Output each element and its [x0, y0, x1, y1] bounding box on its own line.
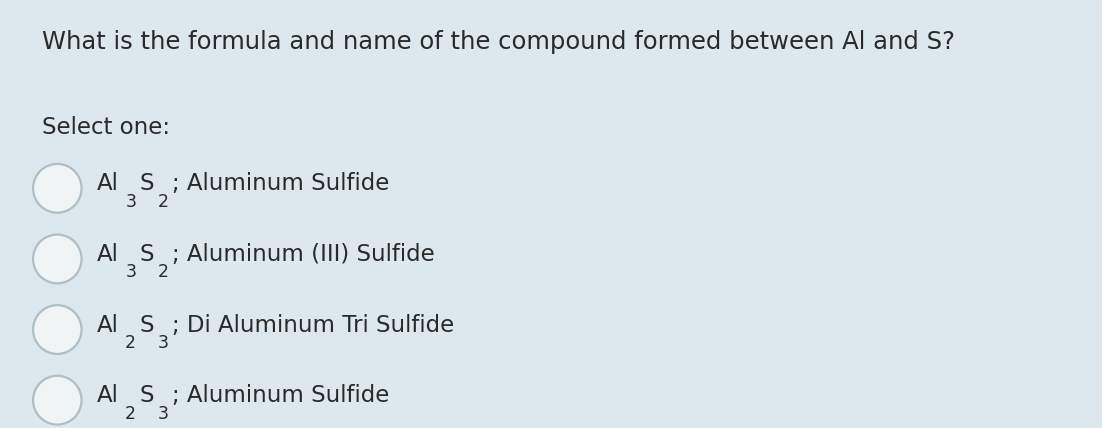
Text: 2: 2 [126, 404, 137, 422]
Text: ; Aluminum Sulfide: ; Aluminum Sulfide [172, 384, 390, 407]
Text: 3: 3 [126, 263, 137, 281]
Text: Select one:: Select one: [42, 116, 170, 139]
Text: ; Aluminum (III) Sulfide: ; Aluminum (III) Sulfide [172, 243, 435, 266]
Text: S: S [139, 172, 154, 196]
Text: S: S [139, 243, 154, 266]
Text: What is the formula and name of the compound formed between Al and S?: What is the formula and name of the comp… [42, 30, 954, 54]
Text: Al: Al [97, 243, 119, 266]
Ellipse shape [33, 305, 82, 354]
Ellipse shape [33, 164, 82, 213]
Text: S: S [139, 384, 154, 407]
Text: 2: 2 [158, 193, 169, 211]
Text: Al: Al [97, 314, 119, 337]
Text: Al: Al [97, 384, 119, 407]
Text: S: S [139, 314, 154, 337]
Ellipse shape [33, 235, 82, 283]
Text: Al: Al [97, 172, 119, 196]
Text: ; Aluminum Sulfide: ; Aluminum Sulfide [172, 172, 390, 196]
Text: 2: 2 [158, 263, 169, 281]
Text: 3: 3 [158, 334, 169, 352]
Ellipse shape [33, 376, 82, 425]
Text: 3: 3 [126, 193, 137, 211]
Text: 2: 2 [126, 334, 137, 352]
Text: ; Di Aluminum Tri Sulfide: ; Di Aluminum Tri Sulfide [172, 314, 454, 337]
Text: 3: 3 [158, 404, 169, 422]
